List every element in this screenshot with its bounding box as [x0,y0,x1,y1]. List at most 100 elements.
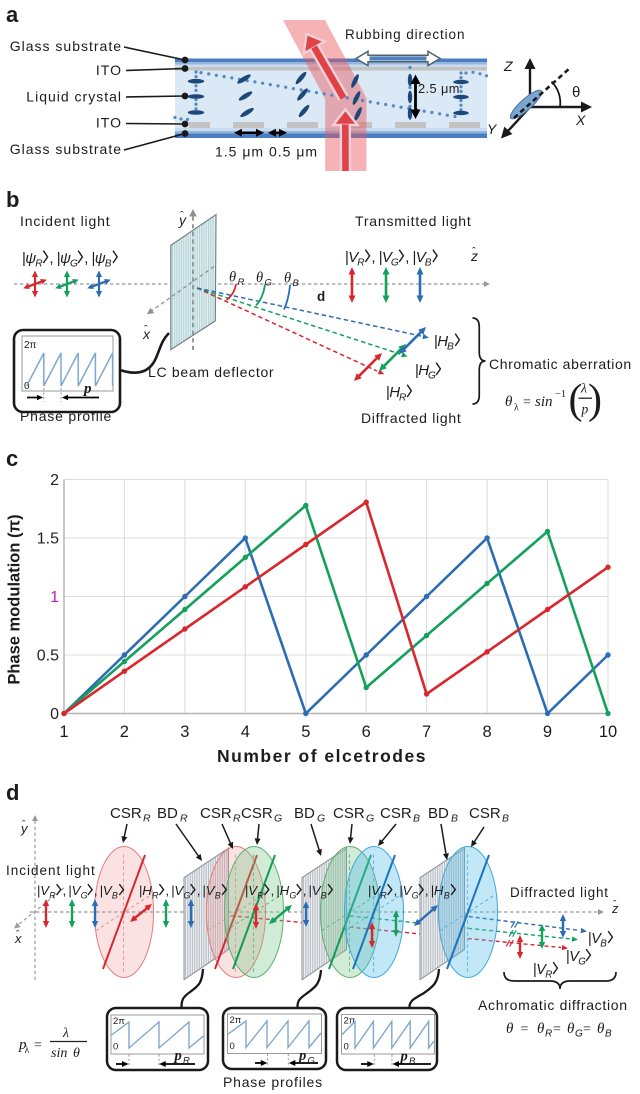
svg-text:λ: λ [514,403,519,414]
svg-text:Rubbing direction: Rubbing direction [345,27,465,42]
svg-text:B: B [293,278,300,289]
svg-text:Glass substrate: Glass substrate [10,38,122,54]
svg-text:G: G [308,1056,315,1067]
svg-text:Phase modulation (π): Phase modulation (π) [6,514,24,684]
svg-text:θ: θ [505,394,513,410]
svg-text:2.5 μm: 2.5 μm [418,81,460,96]
svg-text:λ: λ [580,381,587,396]
svg-text:ˆ: ˆ [180,210,184,222]
svg-text:ˆ: ˆ [16,928,20,940]
svg-text:Incident light: Incident light [20,213,111,229]
svg-text:,: , [371,249,375,266]
svg-text:|: | [22,250,26,267]
svg-text:H: H [434,883,444,898]
svg-text:θ: θ [537,1021,545,1037]
svg-text:=: = [521,1022,529,1037]
svg-text:H: H [280,883,290,898]
svg-text:B: B [215,890,221,900]
svg-text:8: 8 [483,723,492,741]
svg-text:G: G [578,956,586,967]
svg-text:λ: λ [25,1045,30,1056]
svg-text:0: 0 [24,381,30,392]
svg-text:G: G [274,813,282,825]
svg-text:θ: θ [597,1021,605,1037]
svg-text:R: R [183,1056,190,1067]
svg-text:(: ( [569,377,583,423]
svg-text:d: d [317,289,325,304]
svg-text:6: 6 [362,723,371,741]
svg-text:|: | [368,883,371,898]
svg-text:1.5 μm 0.5 μm: 1.5 μm 0.5 μm [215,144,318,160]
svg-text:CSR: CSR [200,805,232,822]
svg-text:|: | [588,931,592,947]
svg-text:ITO: ITO [96,115,122,131]
svg-text:Diffracted light: Diffracted light [361,410,461,426]
svg-text:Incident light: Incident light [6,863,96,878]
svg-text:=: = [553,1022,561,1037]
svg-text:|: | [100,883,103,898]
svg-text:V: V [536,962,547,978]
svg-text:=: = [34,1038,42,1053]
svg-text:sin: sin [51,1046,67,1061]
svg-text:B: B [413,813,420,825]
svg-text:θ: θ [229,270,236,286]
svg-text:R: R [357,257,365,268]
svg-text:−1: −1 [555,389,566,400]
svg-text:Diffracted light: Diffracted light [510,885,609,900]
svg-text:|: | [345,249,349,266]
svg-text:3: 3 [180,723,189,741]
svg-text:1.5: 1.5 [37,531,59,548]
svg-text:R: R [49,890,56,900]
svg-text:G: G [183,890,190,900]
svg-text:R: R [238,277,245,288]
svg-text:V: V [416,249,428,266]
svg-text:LC beam deflector: LC beam deflector [148,364,274,380]
svg-text:p: p [18,1037,27,1053]
svg-text:G: G [70,258,78,269]
svg-text:G: G [412,890,419,900]
svg-text:CSR: CSR [469,805,501,822]
svg-text:1: 1 [50,589,59,606]
svg-text:ψ: ψ [60,250,71,267]
svg-text:,: , [165,883,169,898]
svg-text:V: V [348,249,360,266]
svg-text:BD: BD [157,805,178,822]
svg-text:G: G [289,890,296,900]
svg-text:p: p [399,1049,408,1065]
svg-text:θ: θ [73,1046,80,1061]
svg-text:λ: λ [62,1025,69,1040]
svg-text:y: y [20,821,29,836]
svg-text:R: R [143,813,151,825]
svg-text:0: 0 [344,1042,349,1053]
svg-text:Number of elcetrodes: Number of elcetrodes [217,746,427,766]
svg-text:θ: θ [572,84,580,101]
svg-text:,: , [94,883,98,898]
svg-text:B: B [105,258,112,269]
svg-text:CSR: CSR [241,805,273,822]
svg-text:G: G [391,257,399,268]
svg-text:,: , [405,249,409,266]
svg-text:2π: 2π [24,340,37,351]
svg-text:V: V [40,883,50,898]
svg-text:V: V [248,883,258,898]
svg-text:z: z [611,901,619,916]
svg-text:V: V [403,883,413,898]
svg-text:B: B [447,341,454,352]
svg-text:|: | [566,949,570,965]
svg-text:2π: 2π [230,1015,242,1026]
svg-text:G: G [81,890,88,900]
svg-text:2π: 2π [113,1016,125,1027]
svg-text:θ: θ [506,1021,514,1037]
svg-text:p: p [581,402,589,417]
svg-text:θ: θ [567,1021,575,1037]
svg-text:,: , [394,883,398,898]
svg-text:Z: Z [503,58,513,74]
svg-text:|: | [92,250,96,267]
svg-text:ˆ: ˆ [144,324,148,336]
svg-text:CSR: CSR [110,805,142,822]
svg-text:|: | [171,883,174,898]
svg-text:V: V [206,883,216,898]
svg-text:1: 1 [59,723,68,741]
svg-text:,: , [49,250,53,267]
svg-text:0: 0 [113,1042,118,1053]
